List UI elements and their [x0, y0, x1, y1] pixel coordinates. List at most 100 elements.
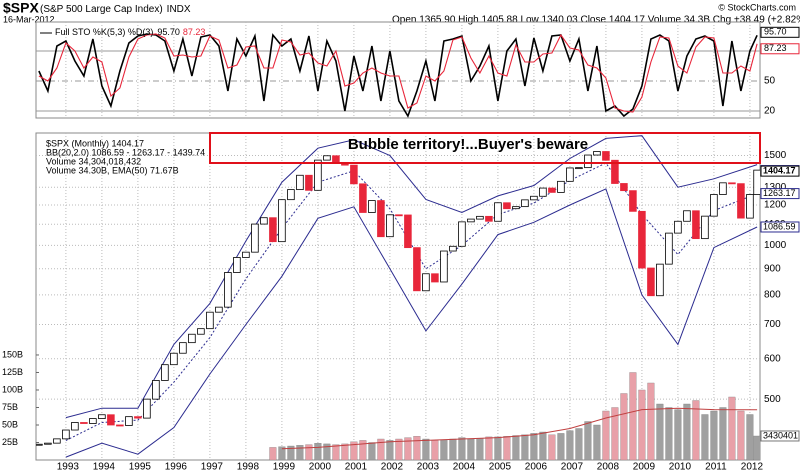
candle — [753, 169, 760, 195]
candle — [728, 182, 736, 185]
x-tick-label: 2002 — [381, 462, 404, 473]
volume-bar — [530, 433, 538, 460]
x-tick-label: 1996 — [165, 462, 188, 473]
candle — [593, 151, 601, 156]
stoch-legend: Full STO %K(5,3) %D(3) 95.70 87.23 — [55, 27, 205, 37]
value-label: 1086.59 — [763, 221, 796, 231]
stoch-line — [38, 33, 758, 118]
candle — [80, 422, 88, 424]
volume-bar — [638, 389, 646, 460]
x-tick-label: 1995 — [129, 462, 152, 473]
volume-bar — [323, 443, 331, 460]
value-box — [760, 188, 800, 200]
volume-bar — [368, 442, 376, 460]
candle — [611, 159, 619, 184]
labels: 2050801993199419951996199719981999200020… — [2, 27, 800, 473]
volume-bar — [575, 428, 583, 460]
volume-bar — [728, 396, 736, 460]
volume-bar — [710, 410, 718, 460]
y-tick-label: 1500 — [764, 150, 787, 161]
ema-legend: Volume 34.30B, EMA(50) 71.67B — [46, 165, 179, 175]
quote: Open 1365.90 High 1405.88 Low 1340.03 Cl… — [392, 15, 800, 26]
candle — [305, 174, 313, 191]
volume-bar — [377, 438, 385, 460]
candle — [170, 352, 178, 366]
y-tick-label: 50 — [764, 76, 776, 87]
candle — [512, 206, 520, 210]
candle — [449, 245, 457, 252]
candle — [332, 155, 340, 163]
candle — [440, 250, 448, 283]
candle — [260, 217, 268, 225]
x-tick-label: 1993 — [57, 462, 80, 473]
candle — [701, 215, 709, 240]
volume-bar — [422, 438, 430, 460]
volume-tick-label: 25B — [2, 437, 18, 447]
bollinger-lower — [65, 188, 758, 458]
stoch-frame — [35, 21, 761, 119]
x-tick-label: 2003 — [417, 462, 440, 473]
volume-bar — [395, 438, 403, 460]
volume-bar — [269, 447, 277, 460]
candle — [89, 418, 97, 424]
value-box — [760, 43, 800, 55]
volume-bar — [647, 382, 655, 460]
candle — [368, 200, 376, 213]
volume-bar — [746, 414, 754, 460]
value-label: 3430401 — [763, 430, 798, 440]
candle — [602, 151, 610, 161]
y-tick-label: 600 — [764, 353, 781, 364]
x-tick-label: 2010 — [669, 462, 692, 473]
y-tick-label: 1200 — [764, 200, 787, 211]
volume-tick-label: 75B — [2, 402, 18, 412]
candle — [620, 183, 628, 192]
bb-legend: BB(20,2.0) 1086.59 - 1263.17 - 1439.74 — [46, 147, 205, 157]
candle — [296, 174, 304, 191]
value-label: 95.70 — [764, 27, 787, 37]
x-tick-label: 2009 — [633, 462, 656, 473]
candle — [44, 442, 52, 445]
candle — [638, 210, 646, 269]
credit: © StockCharts.com — [718, 2, 796, 12]
candle — [377, 200, 385, 238]
candle — [395, 214, 403, 217]
candle — [719, 182, 727, 195]
volume-bar — [413, 436, 421, 460]
x-tick-label: 1994 — [93, 462, 116, 473]
candle — [179, 342, 187, 354]
candle — [476, 215, 484, 220]
candle — [503, 202, 511, 210]
value-label: 87.23 — [764, 43, 787, 53]
candle — [161, 364, 169, 381]
candle — [458, 221, 466, 247]
volume-bar — [548, 434, 556, 460]
x-tick-label: 2008 — [597, 462, 620, 473]
candle — [404, 214, 412, 249]
annotation-box — [209, 132, 761, 164]
x-tick-label: 2001 — [345, 462, 368, 473]
candle — [251, 223, 259, 253]
value-box — [760, 430, 800, 442]
volume-bar — [566, 430, 574, 460]
volume-bar — [314, 443, 322, 460]
date: 16-Mar-2012 — [3, 14, 55, 24]
volume-tick-label: 125B — [2, 367, 23, 377]
candle — [431, 273, 439, 283]
volume-bar — [341, 443, 349, 460]
volume-bar — [458, 437, 466, 460]
volume-bar — [521, 434, 529, 460]
volume-bar — [431, 440, 439, 460]
volume-bar — [611, 407, 619, 460]
candle — [278, 199, 286, 243]
volume-bar — [476, 438, 484, 460]
candle — [152, 380, 160, 400]
candle — [683, 210, 691, 222]
candle — [539, 187, 547, 197]
volume-bar — [665, 407, 673, 460]
price-plot — [36, 133, 760, 460]
volume-bar — [287, 445, 295, 460]
candle — [629, 190, 637, 212]
volume-bar — [593, 424, 601, 460]
volume-bar — [629, 372, 637, 460]
x-tick-label: 1998 — [237, 462, 260, 473]
